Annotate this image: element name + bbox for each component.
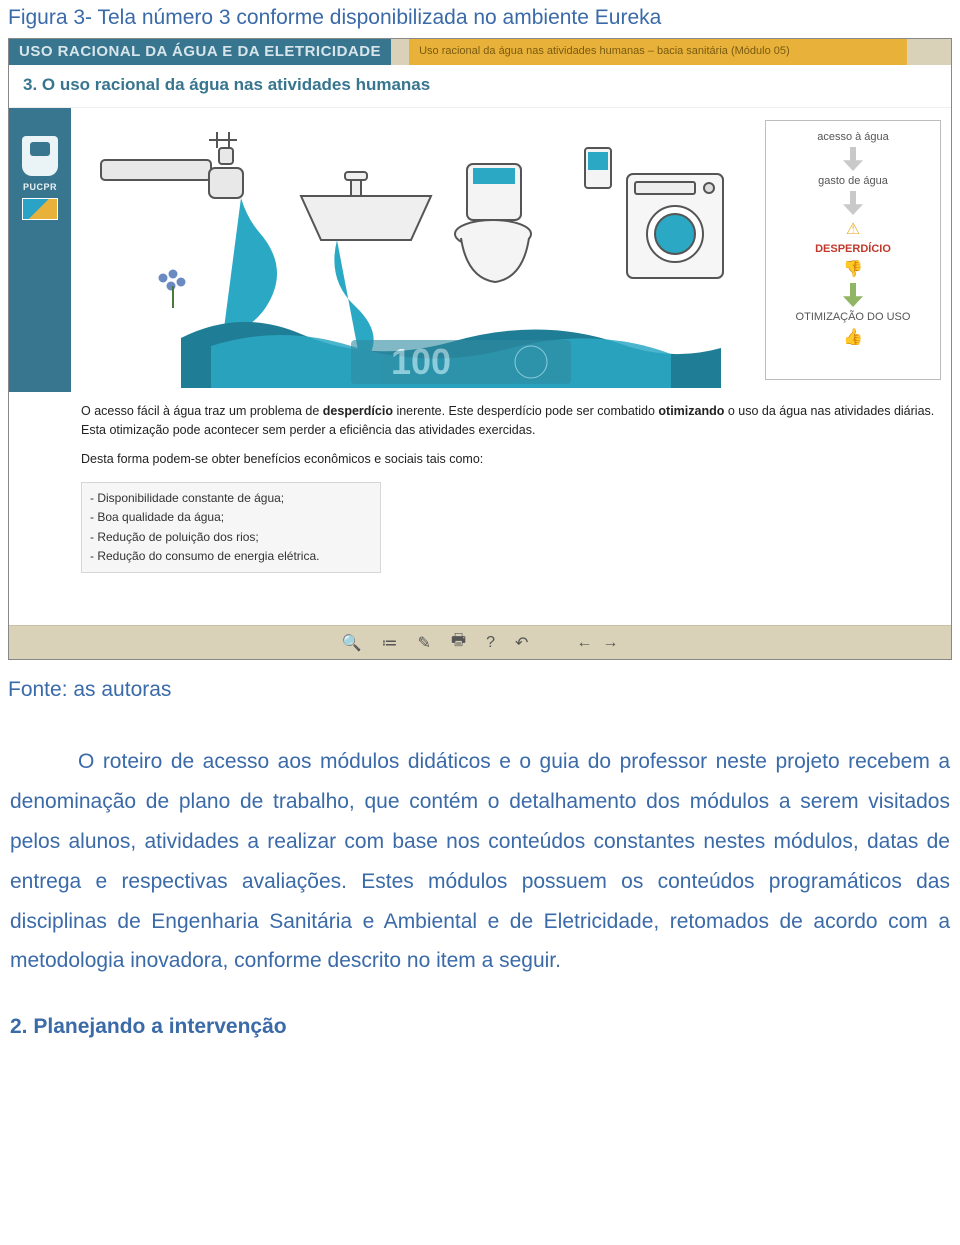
figure-caption: Figura 3- Tela número 3 conforme disponi… bbox=[0, 0, 960, 38]
water-usage-illustration: 100 bbox=[71, 108, 755, 392]
institution-sidebar: PUCPR bbox=[9, 108, 71, 392]
bold-keyword: otimizando bbox=[658, 404, 724, 418]
thumbs-down-icon: 👎 bbox=[843, 259, 863, 279]
warning-icon: ⚠ bbox=[846, 219, 860, 239]
flag-icon bbox=[22, 198, 58, 220]
illustration-svg: 100 bbox=[81, 118, 741, 388]
pencil-icon[interactable]: ✎ bbox=[418, 633, 431, 653]
breadcrumb: Uso racional da água nas atividades huma… bbox=[409, 39, 907, 65]
benefit-item: - Redução do consumo de energia elétrica… bbox=[90, 547, 372, 566]
benefit-item: - Boa qualidade da água; bbox=[90, 508, 372, 527]
print-icon[interactable]: 🖶 bbox=[451, 629, 466, 656]
course-title-bar: USO RACIONAL DA ÁGUA E DA ELETRICIDADE bbox=[9, 39, 391, 65]
institution-label: PUCPR bbox=[23, 182, 57, 192]
arrow-down-icon bbox=[843, 147, 863, 171]
figure-source: Fonte: as autoras bbox=[0, 660, 960, 742]
next-page-button[interactable]: → bbox=[602, 634, 618, 652]
body-paragraph: O roteiro de acesso aos módulos didático… bbox=[0, 742, 960, 981]
section-heading: 2. Planejando a intervenção bbox=[0, 981, 960, 1049]
benefit-item: - Disponibilidade constante de água; bbox=[90, 489, 372, 508]
header-end bbox=[907, 39, 951, 65]
thumbs-up-icon: 👍 bbox=[843, 327, 863, 347]
header-spacer bbox=[391, 39, 409, 65]
screenshot-frame: USO RACIONAL DA ÁGUA E DA ELETRICIDADE U… bbox=[8, 38, 952, 660]
shield-icon bbox=[22, 136, 58, 176]
bold-keyword: desperdício bbox=[323, 404, 393, 418]
search-icon[interactable]: 🔍 bbox=[342, 633, 362, 653]
lesson-paragraph-2: Desta forma podem-se obter benefícios ec… bbox=[81, 450, 935, 469]
lesson-paragraphs: O acesso fácil à água traz um problema d… bbox=[9, 392, 951, 480]
flow-step-access: acesso à água bbox=[817, 131, 889, 143]
list-icon[interactable]: ≔ bbox=[382, 633, 398, 653]
arrow-down-icon bbox=[843, 283, 863, 307]
flow-step-waste: DESPERDÍCIO bbox=[815, 243, 891, 255]
text-run: O acesso fácil à água traz um problema d… bbox=[81, 404, 323, 418]
help-icon[interactable]: ? bbox=[486, 634, 495, 652]
lesson-toolbar: 🔍 ≔ ✎ 🖶 ? ↶ ← → bbox=[9, 625, 951, 659]
benefits-box: - Disponibilidade constante de água; - B… bbox=[81, 482, 381, 573]
flow-step-spend: gasto de água bbox=[818, 175, 888, 187]
undo-icon[interactable]: ↶ bbox=[515, 633, 528, 653]
svg-text:100: 100 bbox=[391, 341, 451, 382]
lesson-body: PUCPR bbox=[9, 108, 951, 392]
text-run: inerente. Este desperdício pode ser comb… bbox=[393, 404, 658, 418]
lesson-paragraph-1: O acesso fácil à água traz um problema d… bbox=[81, 402, 935, 440]
arrow-down-icon bbox=[843, 191, 863, 215]
prev-page-button[interactable]: ← bbox=[576, 634, 592, 652]
flow-panel: acesso à água gasto de água ⚠ DESPERDÍCI… bbox=[755, 108, 951, 392]
screenshot-header: USO RACIONAL DA ÁGUA E DA ELETRICIDADE U… bbox=[9, 39, 951, 65]
lesson-title: 3. O uso racional da água nas atividades… bbox=[9, 65, 951, 108]
flow-diagram: acesso à água gasto de água ⚠ DESPERDÍCI… bbox=[765, 120, 941, 380]
flow-step-optimize: OTIMIZAÇÃO DO USO bbox=[796, 311, 911, 323]
benefit-item: - Redução de poluição dos rios; bbox=[90, 528, 372, 547]
